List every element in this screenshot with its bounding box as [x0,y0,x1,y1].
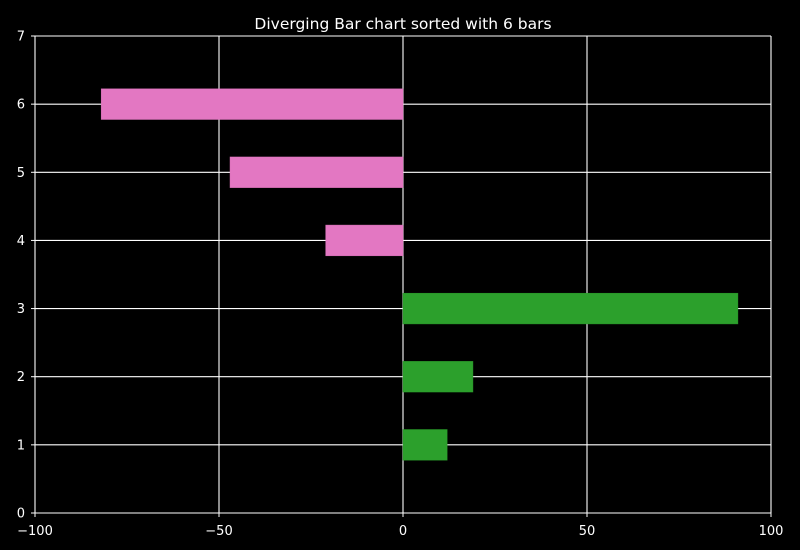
axes-layer: −100 −50 0 50 100 0 1 2 3 4 5 6 7 [17,30,784,540]
y-tick-label: 5 [17,166,25,181]
bar [100,88,404,120]
x-tick-label: −50 [205,524,232,539]
bar [402,361,474,393]
x-tick-label: 50 [579,524,596,539]
bar [402,292,739,325]
bar [402,429,448,461]
bar [325,224,404,257]
y-tick-label: 1 [17,438,25,453]
y-tick-label: 4 [17,234,25,249]
bar [229,156,404,188]
x-tick-label: 100 [759,524,784,539]
bars-layer [100,88,739,461]
y-tick-label: 2 [17,370,25,385]
chart-title: Diverging Bar chart sorted with 6 bars [254,15,551,33]
x-tick-label: 0 [399,524,407,539]
y-tick-label: 7 [17,30,25,45]
x-tick-label: −100 [17,524,53,539]
y-tick-label: 3 [17,302,25,317]
y-tick-label: 6 [17,98,25,113]
y-tick-label: 0 [17,507,25,522]
